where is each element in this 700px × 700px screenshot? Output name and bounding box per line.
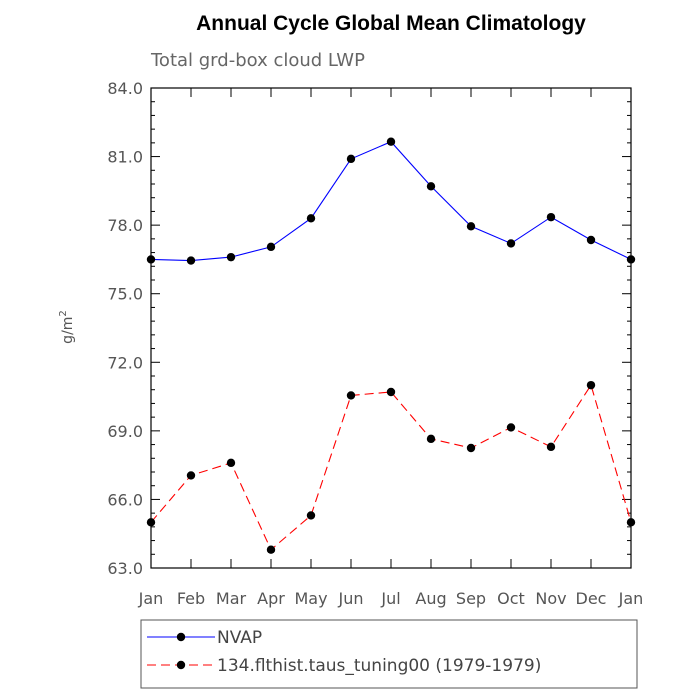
y-axis-label-text: g/m bbox=[60, 317, 76, 344]
series-2-point bbox=[506, 423, 516, 432]
series-1-point bbox=[626, 255, 636, 264]
legend-label: 134.flthist.taus_tuning00 (1979-1979) bbox=[217, 656, 541, 676]
series-1-point bbox=[466, 222, 476, 231]
series-2-point bbox=[186, 471, 196, 480]
y-tick-label: 75.0 bbox=[107, 285, 143, 304]
x-tick-label: Jan bbox=[618, 589, 644, 608]
series-layer bbox=[146, 137, 636, 554]
y-tick-label: 69.0 bbox=[107, 422, 143, 441]
x-tick-label: Apr bbox=[257, 589, 285, 608]
x-tick-label: May bbox=[294, 589, 327, 608]
legend-label: NVAP bbox=[217, 628, 262, 648]
series-2-point bbox=[626, 518, 636, 527]
series-2-point bbox=[146, 518, 156, 527]
ticks-layer: 63.0 66.0 69.0 72.0 75.0 78.0 81.0 84.0 Jan Feb Ma… bbox=[107, 79, 643, 608]
series-2-point bbox=[426, 434, 436, 444]
y-tick-label: 81.0 bbox=[107, 148, 143, 167]
x-tick-label: Jan bbox=[138, 589, 164, 608]
series-1-point bbox=[146, 255, 156, 264]
plot-frame bbox=[150, 87, 632, 569]
series-line-2 bbox=[150, 383, 632, 551]
series-1-point bbox=[426, 182, 436, 191]
x-tick-label: Mar bbox=[216, 589, 247, 608]
y-axis-label: g/m2 bbox=[58, 310, 76, 344]
y-tick-label: 63.0 bbox=[107, 559, 143, 578]
legend-box bbox=[140, 619, 638, 689]
legend: NVAP 134.flthist.taus_tuning00 (1979-1979… bbox=[147, 628, 541, 676]
series-2-point bbox=[546, 442, 556, 452]
series-1-point bbox=[346, 154, 356, 164]
x-tick-label: Sep bbox=[456, 589, 486, 608]
series-2-point bbox=[586, 380, 596, 390]
chart-title: Annual Cycle Global Mean Climatology bbox=[196, 12, 586, 35]
series-2-point bbox=[466, 443, 476, 453]
y-axis-label-superscript: 2 bbox=[58, 310, 69, 316]
x-tick-label: Oct bbox=[497, 589, 525, 608]
y-tick-label: 78.0 bbox=[107, 216, 143, 235]
x-tick-label: Dec bbox=[576, 589, 607, 608]
series-1-point bbox=[306, 214, 316, 223]
y-tick-label: 72.0 bbox=[107, 353, 143, 372]
series-2-point bbox=[346, 391, 356, 400]
series-1-point bbox=[546, 212, 556, 222]
legend-marker bbox=[176, 632, 186, 642]
chart-subtitle: Total grd-box cloud LWP bbox=[150, 50, 365, 71]
x-tick-label: Aug bbox=[415, 589, 446, 608]
series-1-point bbox=[186, 256, 196, 265]
series-2-point bbox=[386, 387, 396, 397]
series-2-point bbox=[226, 458, 236, 468]
x-tick-label: Jul bbox=[380, 589, 400, 608]
y-tick-label: 84.0 bbox=[107, 79, 143, 98]
series-1-point bbox=[586, 235, 596, 245]
x-tick-label: Feb bbox=[177, 589, 205, 608]
series-line-1 bbox=[150, 141, 632, 262]
legend-marker bbox=[176, 660, 186, 670]
series-1-point bbox=[386, 137, 396, 146]
series-2-point bbox=[306, 511, 316, 520]
series-1-point bbox=[266, 242, 276, 252]
series-1-point bbox=[506, 239, 516, 248]
x-tick-label: Jun bbox=[338, 589, 364, 608]
series-2-point bbox=[266, 545, 276, 554]
y-tick-label: 66.0 bbox=[107, 490, 143, 509]
x-tick-label: Nov bbox=[535, 589, 566, 608]
series-1-point bbox=[226, 252, 236, 262]
